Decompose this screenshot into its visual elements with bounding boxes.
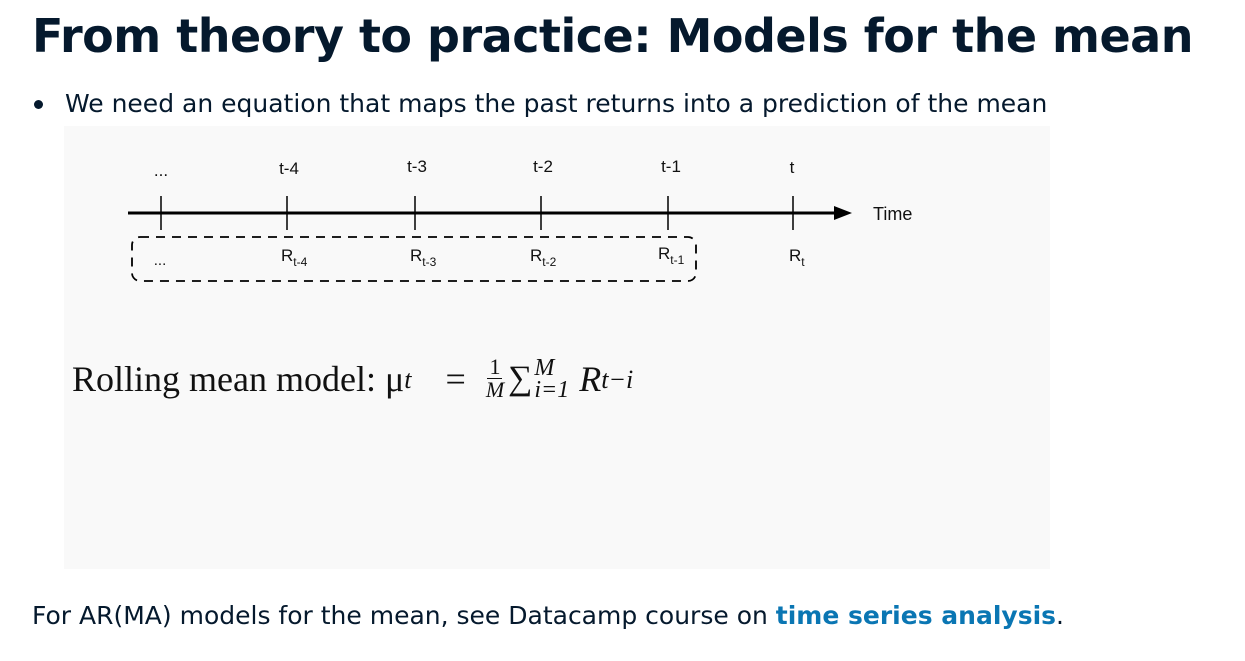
- return-label: Rt: [789, 246, 805, 269]
- bullet-text: We need an equation that maps the past r…: [65, 89, 1048, 118]
- equals-sign: =: [445, 358, 466, 399]
- sum-upper: M: [534, 354, 555, 381]
- fraction: 1 M: [486, 356, 504, 401]
- timeline-figure: ... t-4 t-3 t-2 t-1 t Time ... Rt-4 Rt-3…: [64, 126, 1050, 569]
- sum-lower: i=1: [534, 376, 570, 403]
- axis-arrow: [834, 206, 852, 220]
- footer-note: For AR(MA) models for the mean, see Data…: [32, 596, 1064, 636]
- sum-limits: M i=1: [534, 354, 570, 403]
- tick-label: t-4: [279, 159, 299, 178]
- return-label: Rt-1: [658, 244, 685, 267]
- bullet-item: We need an equation that maps the past r…: [34, 86, 1047, 122]
- bullet-dot: [34, 99, 43, 109]
- return-label: Rt-4: [281, 246, 308, 269]
- return-label: ...: [154, 252, 167, 269]
- rolling-window-box: [131, 236, 697, 282]
- tick-label: t: [790, 158, 795, 177]
- tick-label: ...: [154, 161, 168, 180]
- formula-mu-sub: t: [404, 364, 412, 394]
- tick-label: t-1: [661, 157, 681, 176]
- axis-label: Time: [873, 204, 912, 224]
- sum-term: R: [579, 358, 602, 399]
- sum-term-sub: t−i: [601, 364, 634, 394]
- fraction-denominator: M: [485, 377, 505, 402]
- tick-label: t-2: [533, 157, 553, 176]
- sum-symbol: ∑: [508, 359, 533, 397]
- axis-ticks: [160, 196, 794, 230]
- tick-label: t-3: [407, 157, 427, 176]
- formula-label: Rolling mean model: μ: [72, 358, 405, 399]
- page-title: From theory to practice: Models for the …: [32, 9, 1193, 63]
- return-label: Rt-2: [530, 246, 557, 269]
- timeline-diagram: ... t-4 t-3 t-2 t-1 t Time ... Rt-4 Rt-3…: [128, 157, 912, 282]
- time-series-course-link[interactable]: time series analysis: [775, 601, 1057, 630]
- footer-end: .: [1056, 601, 1064, 630]
- return-label: Rt-3: [410, 246, 437, 269]
- footer-text: For AR(MA) models for the mean, see Data…: [32, 601, 776, 630]
- fraction-numerator: 1: [487, 354, 503, 379]
